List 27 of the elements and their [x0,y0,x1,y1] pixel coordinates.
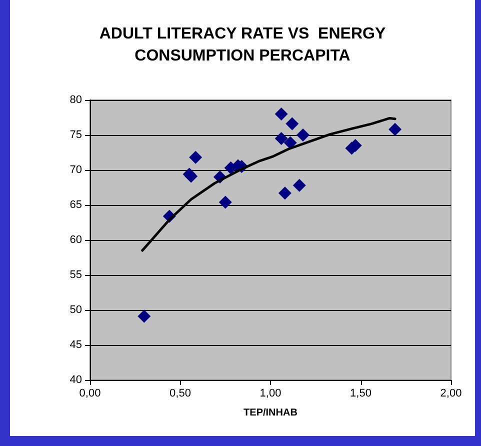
x-tick-label: 1,00 [260,388,282,400]
y-tick-label: 60 [70,234,82,246]
point [286,117,299,130]
chart-title: ADULT LITERACY RATE VS ENERGY CONSUMPTION PERCAPITA [99,26,386,64]
y-tick-label: 65 [70,199,82,211]
point [284,136,297,150]
y-tick-label: 80 [70,94,82,106]
point [296,128,310,142]
point [138,310,151,323]
y-tick-label: 45 [70,339,82,351]
point [292,178,306,192]
point [218,196,232,209]
x-tick-label: 1,50 [350,388,372,400]
y-tick-label: 55 [70,269,82,281]
point [388,122,402,136]
point [274,108,288,120]
x-tick-label: 2,00 [440,388,462,400]
x-tick-label: 0,00 [79,388,101,400]
point [274,132,288,145]
x-axis-title: TEP/INHAB [244,408,298,418]
y-tick-label: 40 [70,374,82,386]
point [189,150,202,164]
x-tick-label: 0,50 [170,388,191,400]
point [278,186,292,200]
y-tick-label: 75 [70,129,82,141]
y-tick-label: 50 [70,304,82,316]
y-tick-label: 70 [70,164,82,176]
